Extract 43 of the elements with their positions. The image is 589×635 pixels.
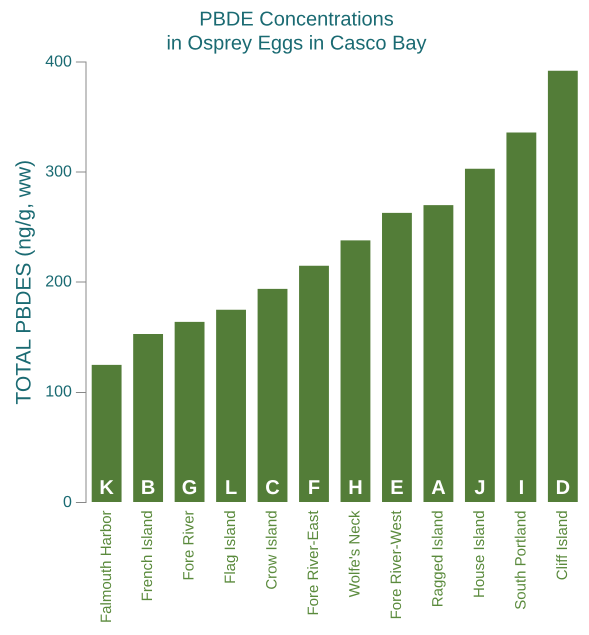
bar: [506, 132, 536, 502]
bar: [464, 168, 495, 502]
bar: [258, 288, 288, 502]
bar: [92, 364, 122, 502]
annotation: A: [431, 476, 446, 499]
x-tick-label: Cliff Island: [554, 510, 571, 580]
bar: [340, 240, 370, 502]
x-tick-label: French Island: [139, 510, 156, 602]
annotation: L: [224, 476, 238, 499]
annotation: H: [348, 476, 363, 499]
y-tick-label: 0: [62, 494, 72, 511]
y-tick-label: 300: [45, 164, 72, 181]
x-tick-label: Fore River: [180, 510, 198, 580]
y-axis-title: TOTAL PBDES (ng/g, ww): [12, 160, 36, 405]
bar: [299, 266, 329, 502]
bar: [216, 310, 246, 502]
x-tick-label: Fore River-West: [388, 510, 406, 620]
x-tick-label: Fore River-East: [305, 510, 322, 616]
bar: [174, 322, 205, 502]
y-tick-label: 100: [45, 384, 72, 401]
x-tick-label: South Portland: [512, 510, 530, 610]
bar: [423, 205, 454, 502]
x-tick-label: Flag Island: [222, 510, 240, 584]
x-tick-label: Ragged Island: [430, 510, 447, 608]
bar: [382, 212, 412, 502]
chart-title: PBDE Concentrations in Osprey Eggs in Casco Bay: [166, 8, 427, 55]
bar: [133, 334, 164, 502]
bar: [548, 70, 578, 502]
y-tick-label: 200: [45, 274, 72, 291]
annotation: B: [140, 476, 156, 499]
x-tick-label: Falmouth Harbor: [98, 510, 115, 624]
annotation: G: [182, 476, 198, 499]
annotation: C: [265, 476, 280, 499]
x-tick-label: House Island: [471, 510, 488, 598]
x-tick-label: Wolfe's Neck: [346, 510, 364, 598]
annotation: D: [556, 476, 570, 499]
annotation: J: [474, 476, 486, 499]
x-tick-label: Crow Island: [264, 510, 281, 590]
y-tick-label: 400: [45, 53, 72, 70]
annotation: K: [99, 476, 114, 499]
annotation: F: [308, 476, 320, 499]
annotation: E: [390, 476, 404, 499]
annotation: I: [518, 476, 524, 499]
